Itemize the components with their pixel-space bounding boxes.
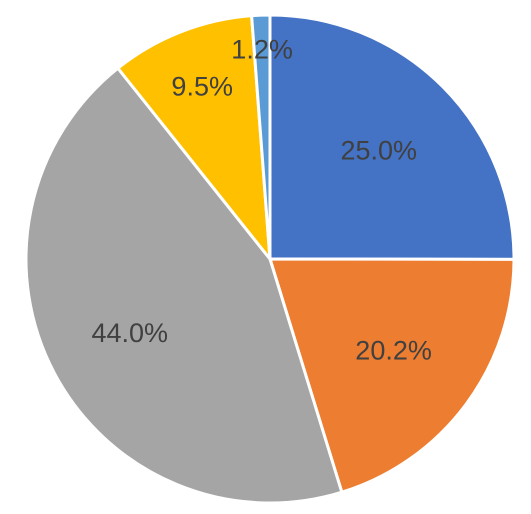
pie-slice-2 — [24, 66, 344, 505]
slice-data-label-2: 44.0% — [91, 318, 168, 348]
pie-labels: 25.0% 20.2% 44.0% 9.5% 1.2% — [91, 34, 431, 365]
slice-data-label-4: 1.2% — [231, 34, 293, 64]
slice-data-label-1: 20.2% — [355, 335, 432, 365]
slice-data-label-0: 25.0% — [340, 135, 417, 165]
pie-slice-0 — [268, 13, 516, 261]
pie-slice-3 — [116, 14, 272, 261]
pie-slices — [24, 13, 516, 505]
pie-slice-4 — [250, 13, 272, 261]
pie-slice-1 — [268, 257, 516, 494]
slice-data-label-3: 9.5% — [171, 71, 233, 101]
